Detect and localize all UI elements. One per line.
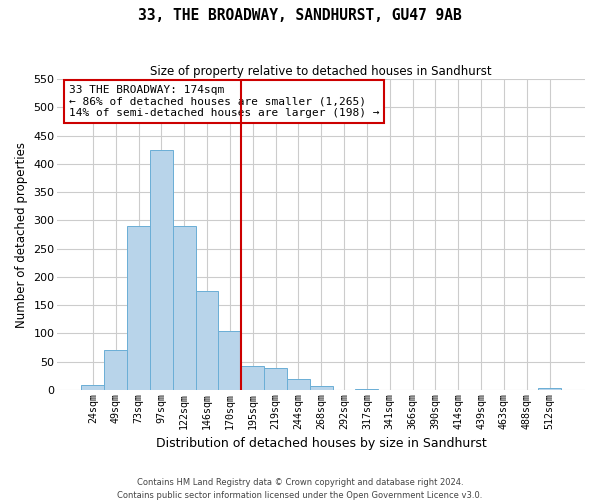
Bar — [82, 386, 104, 390]
Title: Size of property relative to detached houses in Sandhurst: Size of property relative to detached ho… — [151, 65, 492, 78]
Text: 33 THE BROADWAY: 174sqm
← 86% of detached houses are smaller (1,265)
14% of semi: 33 THE BROADWAY: 174sqm ← 86% of detache… — [68, 84, 379, 118]
Bar — [104, 350, 127, 390]
Y-axis label: Number of detached properties: Number of detached properties — [15, 142, 28, 328]
Bar — [538, 388, 561, 390]
Text: 33, THE BROADWAY, SANDHURST, GU47 9AB: 33, THE BROADWAY, SANDHURST, GU47 9AB — [138, 8, 462, 22]
X-axis label: Distribution of detached houses by size in Sandhurst: Distribution of detached houses by size … — [156, 437, 487, 450]
Bar — [287, 378, 310, 390]
Bar — [150, 150, 173, 390]
Bar — [310, 386, 332, 390]
Bar — [264, 368, 287, 390]
Bar — [196, 291, 218, 390]
Bar — [127, 226, 150, 390]
Bar — [355, 389, 379, 390]
Bar — [173, 226, 196, 390]
Bar — [241, 366, 264, 390]
Text: Contains HM Land Registry data © Crown copyright and database right 2024.
Contai: Contains HM Land Registry data © Crown c… — [118, 478, 482, 500]
Bar — [218, 330, 241, 390]
